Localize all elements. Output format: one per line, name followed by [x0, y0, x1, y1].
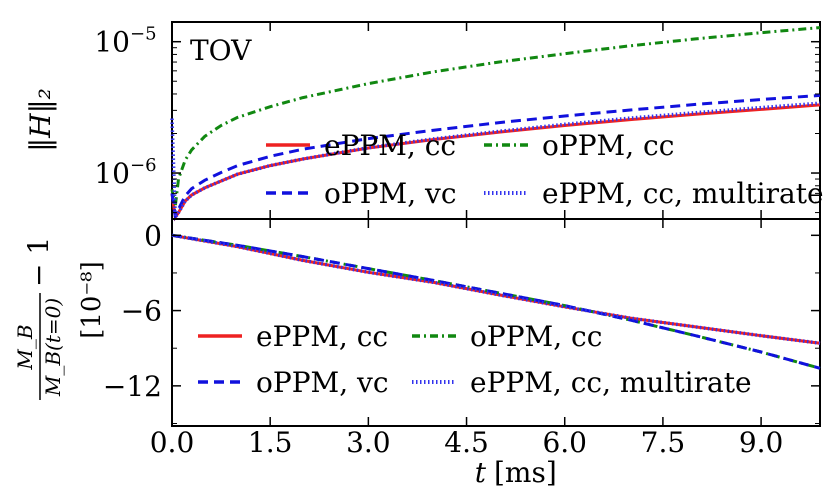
x-axis-unit: [ms]	[494, 456, 557, 489]
top-series-line-oppm-vc	[170, 93, 821, 222]
bottom-y-tick-label: 0	[144, 219, 162, 252]
bottom-y-axis-unit: [10⁻⁸]	[77, 261, 107, 339]
panel-hamiltonian-constraint: 10−610−5 TOV ‖H‖₂ ePPM, cc oPPM, ccoPPM, …	[24, 21, 824, 223]
bottom-y-tick-label: −12	[103, 370, 162, 403]
bottom-series-line-oppm-cc	[171, 233, 821, 370]
bottom-series-group	[171, 233, 821, 370]
top-series-group	[170, 26, 821, 223]
bottom-x-ticks: 0.0 1.5 3.0 4.5 6.0 7.5 9.0	[150, 22, 784, 459]
x-tick-label: 1.5	[248, 426, 293, 459]
top-y-tick-label: 10	[94, 157, 130, 190]
bottom-legend-label-eppm-cc: ePPM, cc	[256, 320, 388, 353]
tov-annotation: TOV	[190, 34, 252, 67]
x-tick-label: 7.5	[641, 426, 686, 459]
top-y-tick-exponent: −5	[130, 24, 157, 45]
ylabel-numerator: M_B	[13, 324, 37, 370]
x-axis-variable: t	[475, 456, 487, 489]
top-legend-label-eppm-cc-multirate: ePPM, cc, multirate	[542, 177, 824, 210]
top-legend-label-oppm-cc: oPPM, cc	[542, 129, 674, 162]
top-y-axis-label: ‖H‖₂	[24, 88, 57, 152]
bottom-y-ticks: 0 −6 −12	[103, 219, 820, 424]
top-series-line-oppm-cc	[170, 26, 821, 207]
ylabel-suffix: − 1	[22, 237, 55, 287]
x-tick-label: 0.0	[150, 426, 195, 459]
x-tick-label: 4.5	[444, 426, 489, 459]
bottom-legend-label-oppm-vc: oPPM, vc	[256, 366, 389, 399]
bottom-y-tick-label: −6	[121, 295, 162, 328]
bottom-y-axis-label: M_B M_B(t=0) − 1	[13, 237, 65, 400]
x-tick-label: 3.0	[346, 426, 391, 459]
bottom-series-line-eppm-cc-multirate	[171, 233, 821, 345]
bottom-plot-frame	[171, 218, 821, 427]
top-series-line-eppm-cc-multirate	[170, 101, 821, 223]
top-legend-label-eppm-cc: ePPM, cc	[324, 129, 456, 162]
top-y-tick-label: 10	[94, 26, 130, 59]
top-y-tick-exponent: −6	[130, 155, 157, 176]
ylabel-denominator: M_B(t=0)	[41, 298, 65, 397]
panel-baryon-mass: 0 −6 −12 0.0 1.5 3.0 4.5 6.0 7.5 9.0 ePPM, cc oPP…	[13, 22, 821, 489]
bottom-legend: ePPM, cc oPPM, cc oPPM, vc ePPM, cc, multir…	[198, 320, 752, 399]
x-tick-label: 9.0	[739, 426, 784, 459]
bottom-legend-label-eppm-cc-multirate: ePPM, cc, multirate	[470, 366, 752, 399]
top-legend-label-oppm-vc: oPPM, vc	[324, 177, 457, 210]
x-tick-label: 6.0	[542, 426, 587, 459]
top-legend: ePPM, cc oPPM, cc oPPM, vc ePPM, cc, multir…	[266, 129, 824, 210]
bottom-legend-label-oppm-cc: oPPM, cc	[470, 320, 602, 353]
top-y-ticks: 10−610−5	[94, 24, 820, 214]
